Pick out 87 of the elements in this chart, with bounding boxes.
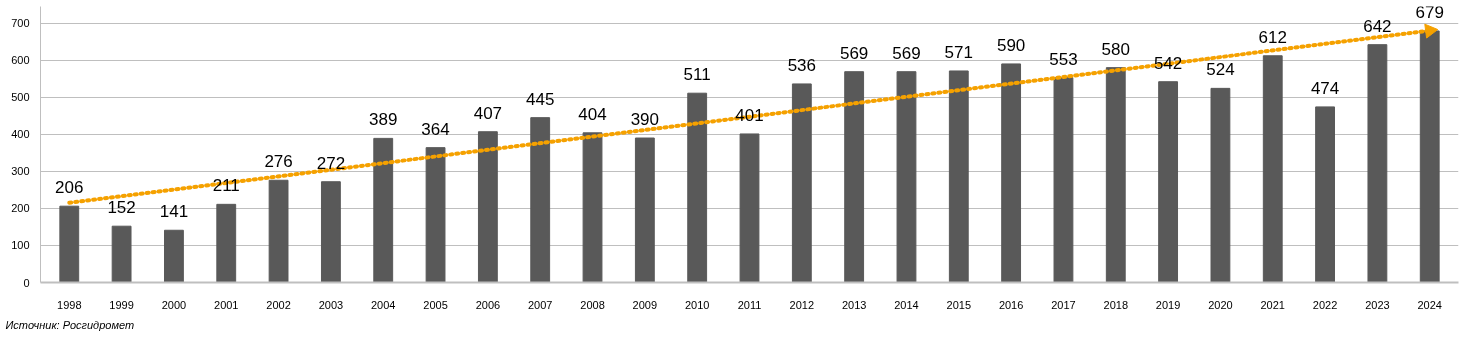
bar xyxy=(477,131,498,283)
x-tick-label: 2008 xyxy=(580,298,605,311)
bar xyxy=(164,229,184,283)
data-label: 536 xyxy=(787,55,817,75)
data-label: 571 xyxy=(944,42,973,62)
x-tick-label: 2003 xyxy=(318,298,344,311)
data-label: 569 xyxy=(839,43,869,63)
bar xyxy=(320,181,341,283)
bar xyxy=(1367,44,1388,283)
bar xyxy=(739,133,760,283)
data-label: 569 xyxy=(892,43,921,63)
x-tick-label: 2022 xyxy=(1312,298,1338,311)
bar xyxy=(59,205,80,283)
x-tick-label: 2007 xyxy=(527,298,553,311)
bar xyxy=(1315,106,1335,283)
data-label: 445 xyxy=(526,89,555,109)
bar xyxy=(791,83,812,283)
bar xyxy=(1262,55,1283,283)
data-label: 642 xyxy=(1363,16,1392,36)
bar xyxy=(687,92,708,283)
x-tick-label: 2013 xyxy=(841,298,867,311)
bar xyxy=(844,71,865,283)
x-tick-label: 2000 xyxy=(161,298,187,311)
x-tick-label: 2016 xyxy=(998,298,1024,311)
data-label: 404 xyxy=(578,104,607,124)
y-tick-label: 200 xyxy=(11,202,30,215)
y-tick-label: 300 xyxy=(11,165,30,178)
bar xyxy=(1419,30,1440,283)
bar xyxy=(111,225,132,283)
data-label: 364 xyxy=(421,119,450,139)
x-tick-label: 2020 xyxy=(1208,298,1233,311)
data-label: 152 xyxy=(107,198,136,218)
bar xyxy=(268,179,289,283)
bar xyxy=(216,203,237,283)
x-tick-label: 2010 xyxy=(684,298,710,311)
bar xyxy=(425,147,446,283)
x-tick-label: 2009 xyxy=(632,298,658,311)
data-label: 590 xyxy=(996,35,1026,55)
bar xyxy=(530,117,551,283)
x-tick-label: 2018 xyxy=(1103,298,1129,311)
data-label: 390 xyxy=(630,110,660,130)
x-tick-label: 2005 xyxy=(423,298,448,311)
bar xyxy=(896,71,917,283)
x-tick-label: 1998 xyxy=(57,298,82,311)
data-label: 511 xyxy=(683,65,711,85)
data-label: 407 xyxy=(473,103,503,123)
x-tick-label: 2021 xyxy=(1260,298,1285,311)
y-tick-label: 400 xyxy=(11,128,30,141)
data-label: 524 xyxy=(1206,60,1235,80)
bar xyxy=(582,132,603,283)
x-tick-label: 2017 xyxy=(1051,298,1076,311)
x-tick-label: 2015 xyxy=(946,298,972,311)
text: Источник: Росгидромет xyxy=(5,318,135,331)
x-tick-label: 2012 xyxy=(789,298,815,311)
bar xyxy=(1053,77,1074,283)
data-label: 580 xyxy=(1101,39,1130,59)
bar xyxy=(1001,63,1022,283)
bar xyxy=(373,137,394,283)
x-tick-label: 2011 xyxy=(737,298,762,311)
x-tick-label: 2001 xyxy=(214,298,239,311)
x-tick-label: 2004 xyxy=(370,298,396,311)
x-tick-label: 2006 xyxy=(475,298,501,311)
data-label: 272 xyxy=(316,153,346,173)
data-label: 474 xyxy=(1310,78,1340,98)
x-tick-label: 2024 xyxy=(1417,298,1442,311)
x-tick-label: 2023 xyxy=(1365,298,1390,311)
x-tick-label: 2019 xyxy=(1155,298,1181,311)
data-label: 389 xyxy=(369,110,398,130)
data-label: 206 xyxy=(55,178,84,198)
y-tick-label: 500 xyxy=(11,91,30,104)
x-tick-label: 2002 xyxy=(266,298,291,311)
y-tick-label: 100 xyxy=(11,239,30,252)
y-tick-label: 700 xyxy=(11,17,30,30)
data-label: 141 xyxy=(159,202,189,222)
data-label: 679 xyxy=(1415,2,1444,22)
bar xyxy=(1158,81,1179,283)
x-tick-label: 2014 xyxy=(894,298,919,311)
data-label: 612 xyxy=(1258,27,1287,47)
bar xyxy=(1105,67,1126,283)
bar xyxy=(634,137,655,283)
data-label: 276 xyxy=(264,152,293,172)
y-tick-label: 600 xyxy=(11,54,30,67)
bar xyxy=(948,70,969,283)
data-label: 553 xyxy=(1049,49,1078,69)
x-tick-label: 1999 xyxy=(109,298,134,311)
bar xyxy=(1210,87,1231,283)
y-tick-label: 0 xyxy=(23,276,30,289)
